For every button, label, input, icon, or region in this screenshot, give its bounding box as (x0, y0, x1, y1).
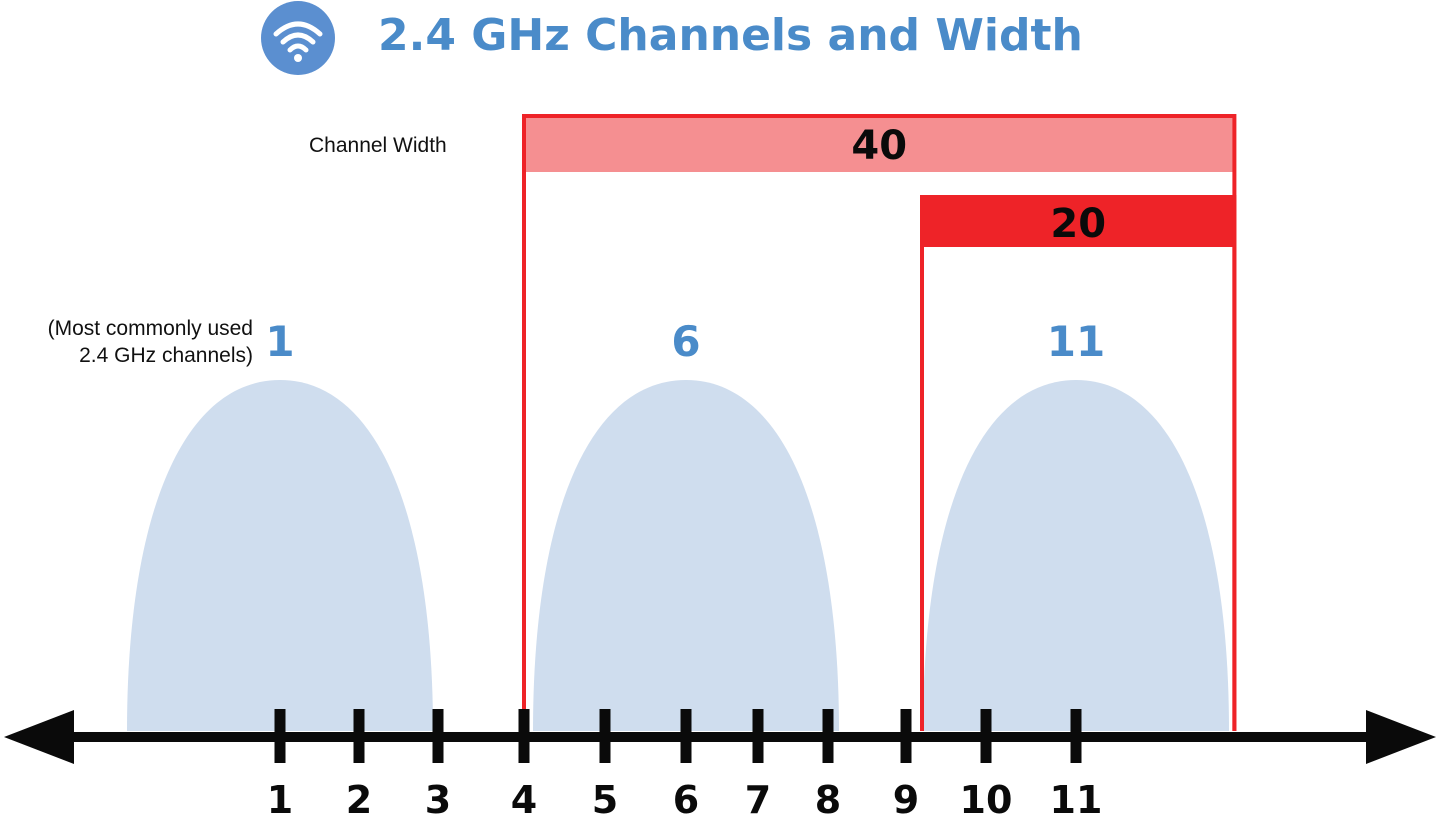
channel-label-6: 6 (671, 317, 700, 366)
axis-tick-label-10: 10 (960, 778, 1013, 822)
axis-tick-6 (680, 709, 692, 763)
wifi-icon (261, 1, 335, 75)
axis-tick-label-9: 9 (893, 778, 919, 822)
axis-tick-label-4: 4 (511, 778, 537, 822)
axis-tick-7 (752, 709, 764, 763)
axis-tick-8 (822, 709, 834, 763)
channel-lobe-1 (127, 380, 433, 731)
page-title: 2.4 GHz Channels and Width (378, 10, 1083, 61)
axis-arrow-right (1366, 710, 1436, 764)
axis-tick-10 (980, 709, 992, 763)
note-line-1: (Most commonly used (48, 317, 253, 340)
axis-tick-label-1: 1 (267, 778, 293, 822)
axis-tick-5 (599, 709, 611, 763)
axis-tick-11 (1070, 709, 1082, 763)
width-label-40: 40 (851, 123, 907, 169)
axis-tick-label-7: 7 (745, 778, 771, 822)
note-line-2: 2.4 GHz channels) (79, 344, 253, 367)
axis-tick-label-8: 8 (815, 778, 841, 822)
axis-tick-9 (900, 709, 912, 763)
width-bar-20 (922, 197, 1235, 247)
axis-tick-1 (274, 709, 286, 763)
axis-tick-2 (353, 709, 365, 763)
axis-tick-label-11: 11 (1050, 778, 1103, 822)
width-bracket-20 (920, 195, 1237, 731)
axis-tick-label-6: 6 (673, 778, 699, 822)
width-label-20: 20 (1050, 201, 1106, 247)
axis-tick-label-2: 2 (346, 778, 372, 822)
axis-tick-3 (432, 709, 444, 763)
channel-label-11: 11 (1047, 317, 1105, 366)
axis-arrow-left (4, 710, 74, 764)
channel-lobe-6 (533, 380, 839, 731)
axis-tick-label-5: 5 (592, 778, 618, 822)
channel-lobe-11 (923, 380, 1229, 731)
axis-tick-label-3: 3 (425, 778, 451, 822)
axis-tick-4 (518, 709, 530, 763)
channel-label-1: 1 (265, 317, 294, 366)
channel-width-label: Channel Width (309, 134, 447, 157)
width-bar-40 (524, 116, 1235, 172)
